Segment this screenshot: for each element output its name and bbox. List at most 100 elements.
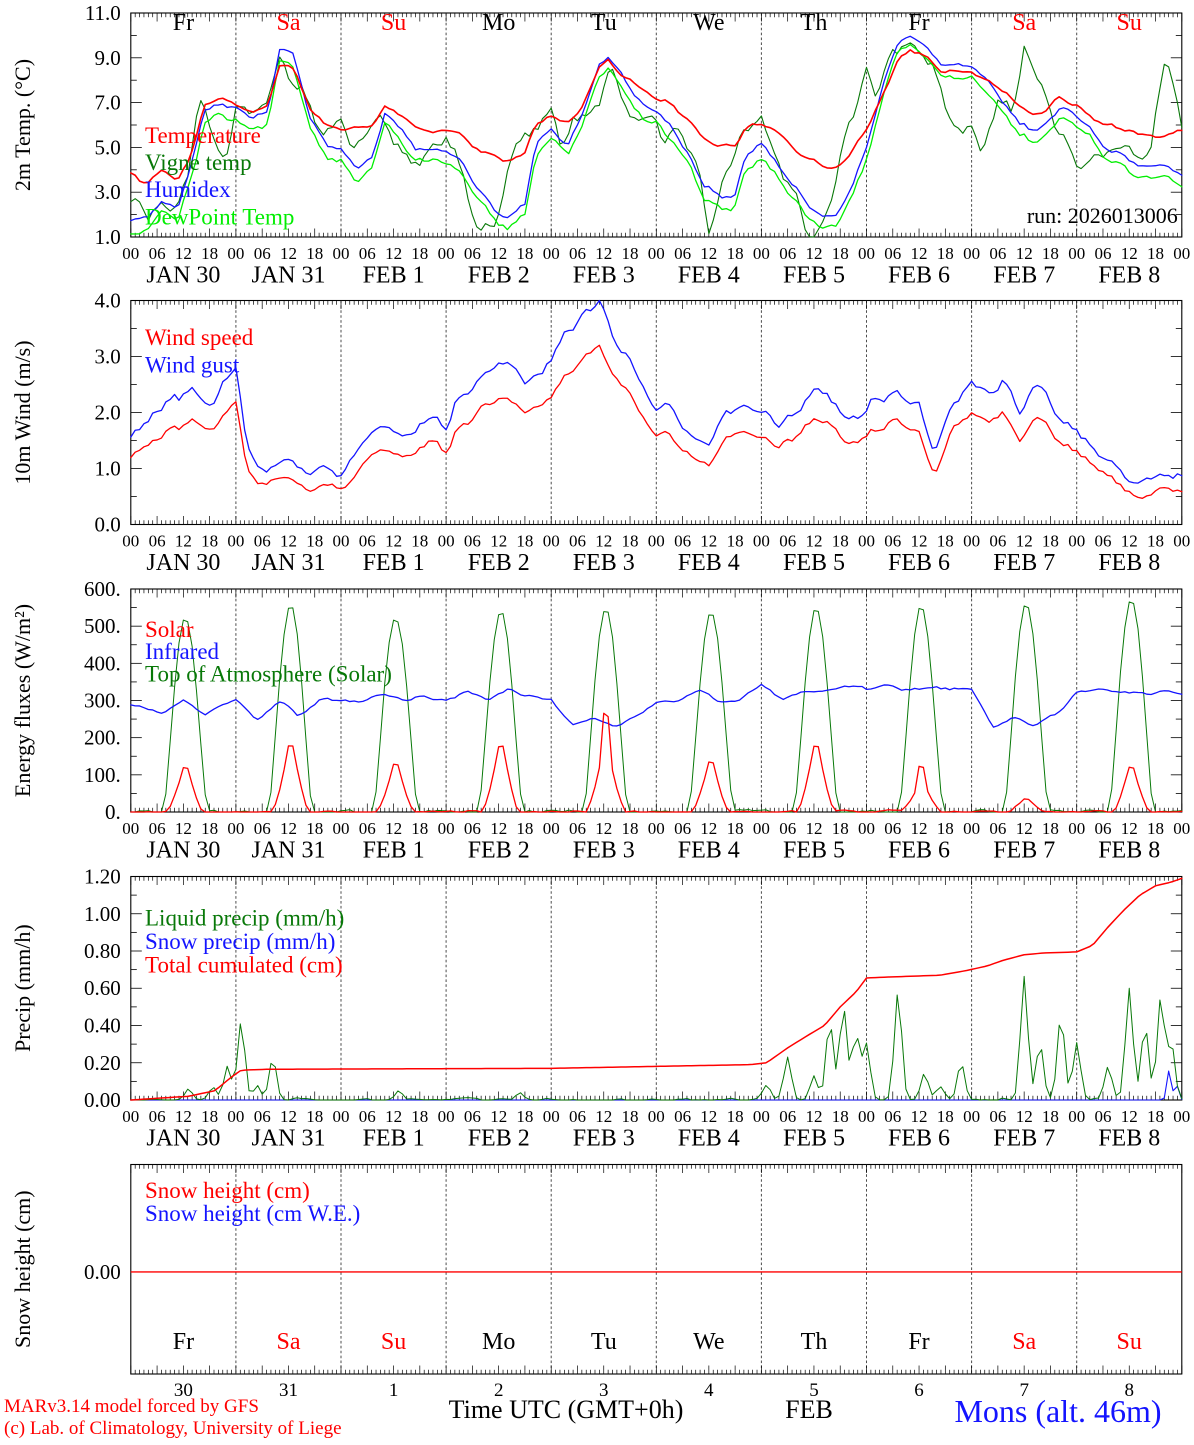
svg-text:600.: 600. [84,577,121,601]
svg-text:06: 06 [359,819,376,838]
svg-text:Tu: Tu [591,1329,617,1355]
svg-text:00: 00 [963,819,980,838]
svg-text:00: 00 [543,244,560,263]
svg-text:12: 12 [700,532,717,551]
svg-text:2m Temp. (°C): 2m Temp. (°C) [10,59,35,191]
svg-text:06: 06 [464,1107,481,1126]
svg-text:12: 12 [806,532,823,551]
svg-text:Fr: Fr [908,1329,929,1355]
svg-text:FEB 5: FEB 5 [783,1126,845,1152]
svg-text:7.0: 7.0 [95,91,121,115]
svg-text:12: 12 [700,244,717,263]
svg-text:00: 00 [438,1107,455,1126]
svg-text:0.20: 0.20 [84,1051,121,1075]
svg-text:00: 00 [122,1107,139,1126]
svg-text:18: 18 [1042,244,1059,263]
svg-text:FEB 2: FEB 2 [468,838,530,864]
svg-text:06: 06 [569,532,586,551]
svg-text:300.: 300. [84,689,121,713]
svg-text:Fr: Fr [173,1329,194,1355]
svg-text:FEB 6: FEB 6 [888,838,950,864]
svg-text:Top of Atmosphere (Solar): Top of Atmosphere (Solar) [145,661,392,686]
svg-text:FEB 7: FEB 7 [993,550,1055,576]
svg-text:00: 00 [753,1107,770,1126]
svg-text:FEB 3: FEB 3 [573,1126,635,1152]
svg-text:00: 00 [858,532,875,551]
svg-text:00: 00 [1173,1107,1190,1126]
svg-text:00: 00 [1068,1107,1085,1126]
svg-text:11.0: 11.0 [85,1,121,25]
svg-text:Liquid precip (mm/h): Liquid precip (mm/h) [145,906,344,931]
svg-text:0.40: 0.40 [84,1014,121,1038]
svg-text:Wind gust: Wind gust [145,352,240,377]
svg-text:06: 06 [674,532,691,551]
svg-text:Infrared: Infrared [145,639,220,664]
svg-text:06: 06 [569,819,586,838]
svg-text:12: 12 [280,244,297,263]
svg-text:MARv3.14 model forced by GFS: MARv3.14 model forced by GFS [4,1396,259,1417]
svg-text:1.0: 1.0 [95,225,121,249]
svg-text:12: 12 [1016,532,1033,551]
svg-text:18: 18 [1042,532,1059,551]
svg-text:12: 12 [1016,244,1033,263]
svg-text:00: 00 [963,1107,980,1126]
svg-text:00: 00 [753,532,770,551]
svg-text:12: 12 [595,244,612,263]
svg-text:0.60: 0.60 [84,976,121,1000]
svg-text:00: 00 [227,532,244,551]
svg-text:FEB 1: FEB 1 [363,1126,425,1152]
svg-text:00: 00 [333,244,350,263]
svg-text:FEB 5: FEB 5 [783,263,845,289]
svg-text:Snow height (cm W.E.): Snow height (cm W.E.) [145,1201,360,1226]
svg-text:00: 00 [227,244,244,263]
svg-text:FEB 7: FEB 7 [993,838,1055,864]
svg-text:12: 12 [1121,819,1138,838]
svg-text:06: 06 [884,244,901,263]
svg-text:00: 00 [227,1107,244,1126]
svg-text:run: 2026013006: run: 2026013006 [1027,203,1178,228]
svg-text:2.0: 2.0 [95,401,121,425]
svg-text:Wind speed: Wind speed [145,325,254,350]
svg-text:06: 06 [674,244,691,263]
svg-text:06: 06 [254,532,271,551]
svg-text:12: 12 [280,1107,297,1126]
svg-text:FEB: FEB [785,1395,833,1424]
svg-text:FEB 4: FEB 4 [678,1126,740,1152]
svg-text:FEB 3: FEB 3 [573,838,635,864]
svg-text:06: 06 [989,1107,1006,1126]
svg-text:18: 18 [516,819,533,838]
svg-text:FEB 3: FEB 3 [573,263,635,289]
svg-text:06: 06 [674,819,691,838]
svg-text:JAN 31: JAN 31 [251,838,325,864]
svg-text:Fr: Fr [908,10,929,36]
svg-text:Tu: Tu [591,10,617,36]
svg-text:18: 18 [622,1107,639,1126]
svg-text:Snow height (cm): Snow height (cm) [10,1190,35,1348]
svg-text:Su: Su [381,1329,406,1355]
svg-text:18: 18 [937,1107,954,1126]
svg-text:4: 4 [704,1380,714,1401]
svg-text:00: 00 [1068,819,1085,838]
svg-text:Su: Su [1117,10,1142,36]
svg-text:18: 18 [622,244,639,263]
svg-text:DewPoint Temp: DewPoint Temp [145,204,294,229]
svg-text:06: 06 [254,1107,271,1126]
svg-text:18: 18 [201,1107,218,1126]
svg-text:06: 06 [884,1107,901,1126]
svg-text:18: 18 [832,244,849,263]
svg-text:06: 06 [359,1107,376,1126]
svg-text:12: 12 [911,244,928,263]
svg-text:00: 00 [858,819,875,838]
svg-text:FEB 6: FEB 6 [888,550,950,576]
svg-text:12: 12 [175,1107,192,1126]
svg-text:0.0: 0.0 [95,513,121,537]
svg-text:00: 00 [963,244,980,263]
svg-text:12: 12 [806,819,823,838]
svg-text:06: 06 [464,819,481,838]
svg-text:FEB 7: FEB 7 [993,1126,1055,1152]
svg-text:12: 12 [1016,1107,1033,1126]
svg-text:12: 12 [595,532,612,551]
svg-text:06: 06 [779,1107,796,1126]
svg-text:00: 00 [333,532,350,551]
svg-text:18: 18 [516,244,533,263]
